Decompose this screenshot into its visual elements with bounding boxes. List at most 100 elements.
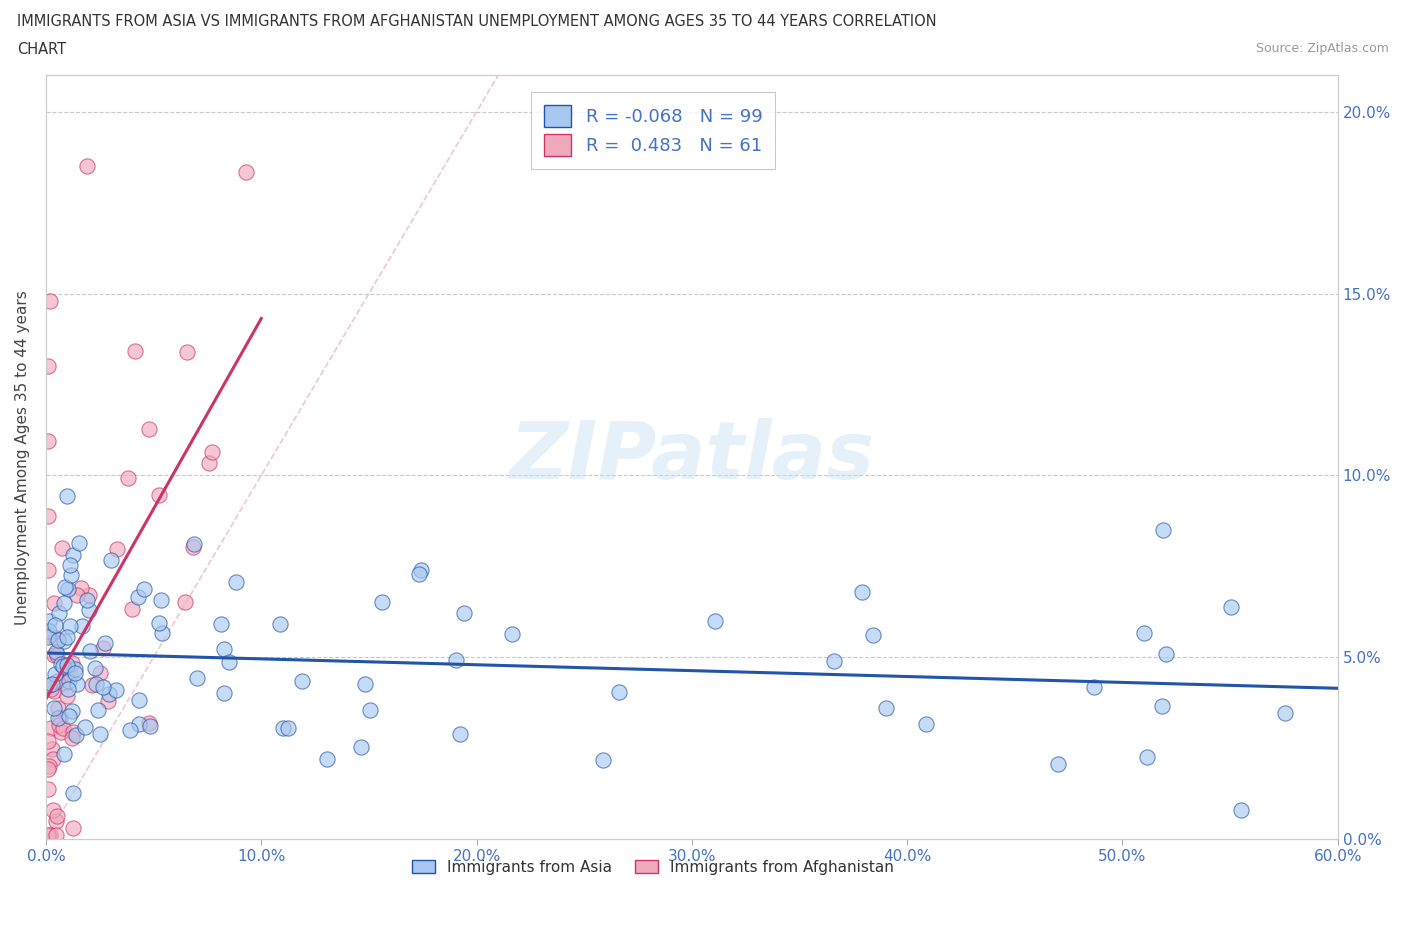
Point bbox=[501, 627, 523, 642]
Legend: Immigrants from Asia, Immigrants from Afghanistan: Immigrants from Asia, Immigrants from Af… bbox=[406, 854, 900, 881]
Point bbox=[183, 537, 205, 551]
Point bbox=[91, 640, 114, 655]
Point bbox=[51, 724, 73, 739]
Text: IMMIGRANTS FROM ASIA VS IMMIGRANTS FROM AFGHANISTAN UNEMPLOYMENT AMONG AGES 35 T: IMMIGRANTS FROM ASIA VS IMMIGRANTS FROM … bbox=[17, 14, 936, 29]
Point bbox=[45, 631, 67, 645]
Point bbox=[607, 684, 630, 699]
Point bbox=[42, 595, 65, 610]
Point bbox=[49, 710, 72, 724]
Point bbox=[186, 671, 208, 685]
Point bbox=[62, 820, 84, 835]
Point bbox=[45, 644, 67, 659]
Point bbox=[273, 721, 295, 736]
Point bbox=[862, 628, 884, 643]
Point bbox=[62, 786, 84, 801]
Point bbox=[91, 680, 114, 695]
Point bbox=[128, 716, 150, 731]
Point bbox=[55, 629, 77, 644]
Point bbox=[408, 566, 430, 581]
Point bbox=[37, 509, 59, 524]
Point bbox=[42, 803, 65, 817]
Point bbox=[42, 684, 65, 698]
Point bbox=[76, 159, 98, 174]
Point bbox=[851, 585, 873, 600]
Point bbox=[39, 682, 62, 697]
Point bbox=[148, 616, 170, 631]
Point bbox=[105, 683, 128, 698]
Point bbox=[127, 590, 149, 604]
Point bbox=[58, 581, 80, 596]
Point bbox=[105, 541, 128, 556]
Point bbox=[56, 682, 79, 697]
Point bbox=[55, 488, 77, 503]
Point bbox=[359, 702, 381, 717]
Text: ZIPatlas: ZIPatlas bbox=[509, 418, 875, 497]
Point bbox=[37, 359, 59, 374]
Point bbox=[38, 758, 60, 773]
Point bbox=[197, 456, 219, 471]
Point bbox=[453, 605, 475, 620]
Point bbox=[1274, 706, 1296, 721]
Point bbox=[70, 580, 93, 595]
Point bbox=[48, 718, 70, 733]
Point bbox=[128, 693, 150, 708]
Point bbox=[181, 539, 204, 554]
Point bbox=[38, 613, 60, 628]
Point bbox=[56, 689, 79, 704]
Point bbox=[38, 678, 60, 693]
Point bbox=[46, 647, 69, 662]
Point bbox=[84, 660, 107, 675]
Y-axis label: Unemployment Among Ages 35 to 44 years: Unemployment Among Ages 35 to 44 years bbox=[15, 290, 30, 625]
Point bbox=[1152, 523, 1174, 538]
Point bbox=[118, 723, 141, 737]
Point bbox=[46, 809, 69, 824]
Point bbox=[1046, 756, 1069, 771]
Point bbox=[409, 563, 432, 578]
Point bbox=[70, 618, 93, 633]
Point bbox=[51, 540, 73, 555]
Point bbox=[52, 721, 75, 736]
Point bbox=[63, 665, 86, 680]
Point bbox=[212, 685, 235, 700]
Point bbox=[46, 711, 69, 725]
Point bbox=[42, 648, 65, 663]
Point bbox=[823, 654, 845, 669]
Point bbox=[1152, 699, 1174, 714]
Point bbox=[138, 716, 160, 731]
Point bbox=[89, 665, 111, 680]
Point bbox=[98, 686, 121, 701]
Point bbox=[148, 488, 170, 503]
Point bbox=[52, 658, 75, 673]
Point bbox=[77, 603, 100, 618]
Point bbox=[56, 660, 79, 675]
Point bbox=[449, 726, 471, 741]
Point bbox=[60, 730, 83, 745]
Point bbox=[49, 657, 72, 671]
Point bbox=[52, 596, 75, 611]
Point bbox=[703, 613, 725, 628]
Point bbox=[915, 716, 938, 731]
Text: CHART: CHART bbox=[17, 42, 66, 57]
Point bbox=[79, 644, 101, 658]
Point bbox=[1229, 803, 1251, 817]
Point bbox=[44, 618, 66, 632]
Point bbox=[1154, 646, 1177, 661]
Point bbox=[42, 700, 65, 715]
Point bbox=[37, 828, 59, 843]
Point bbox=[277, 721, 299, 736]
Point bbox=[52, 747, 75, 762]
Point bbox=[73, 720, 96, 735]
Point bbox=[875, 700, 897, 715]
Point bbox=[45, 813, 67, 828]
Point bbox=[218, 655, 240, 670]
Point bbox=[37, 734, 59, 749]
Point bbox=[1083, 680, 1105, 695]
Point bbox=[37, 433, 59, 448]
Point bbox=[37, 630, 59, 644]
Point bbox=[41, 751, 63, 766]
Point bbox=[349, 739, 371, 754]
Point bbox=[371, 595, 394, 610]
Point bbox=[354, 677, 377, 692]
Point bbox=[1133, 625, 1156, 640]
Point bbox=[446, 653, 468, 668]
